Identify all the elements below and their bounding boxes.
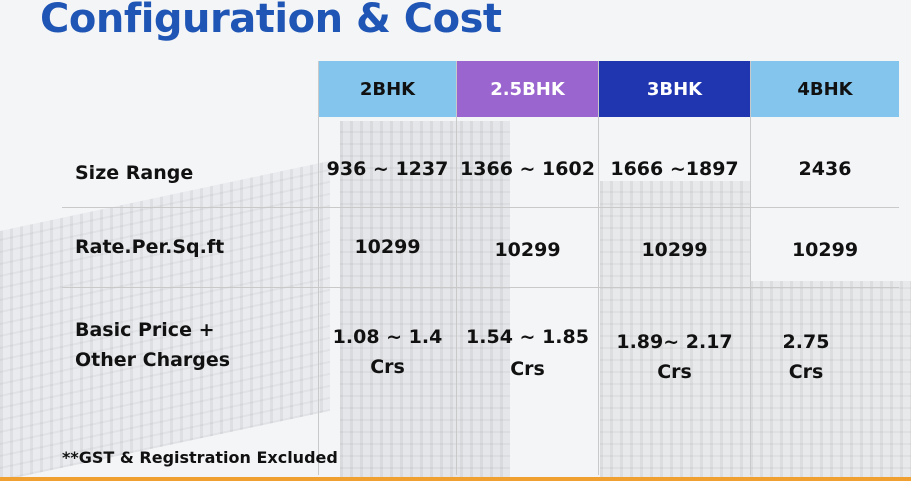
- row-label-rate-per-sqft: Rate.Per.Sq.ft: [75, 236, 225, 258]
- column-header-4bhk: 4BHK: [751, 61, 899, 117]
- table-cell: 2436: [798, 158, 852, 180]
- row-label-size-range: Size Range: [75, 162, 194, 184]
- table-cell: 1.89~ 2.17: [616, 331, 733, 353]
- column-divider: [318, 61, 319, 475]
- row-label-basic-price: Basic Price +: [75, 319, 215, 341]
- table-cell: 2.75: [782, 331, 830, 353]
- background-building: [600, 181, 750, 481]
- table-cell: 1.08 ~ 1.4: [332, 326, 443, 348]
- footnote: **GST & Registration Excluded: [62, 448, 338, 467]
- column-header-2-5bhk: 2.5BHK: [457, 61, 598, 117]
- table-cell: 10299: [354, 236, 421, 258]
- table-cell: 10299: [791, 239, 859, 261]
- page-title: Configuration & Cost: [40, 0, 502, 42]
- column-divider: [598, 61, 599, 475]
- table-cell: 1366 ~ 1602: [460, 158, 595, 180]
- table-cell: 936 ~ 1237: [326, 158, 449, 180]
- table-cell: 1666 ~1897: [610, 158, 739, 180]
- row-divider: [62, 207, 899, 208]
- table-cell: 10299: [641, 239, 708, 261]
- table-cell: Crs: [510, 358, 545, 380]
- column-divider: [456, 61, 457, 475]
- table-cell: Crs: [657, 361, 692, 383]
- table-cell: 1.54 ~ 1.85: [466, 326, 589, 348]
- row-divider: [62, 287, 899, 288]
- table-cell: Crs: [370, 356, 405, 378]
- table-cell: 10299: [494, 239, 561, 261]
- background-building: [340, 121, 510, 481]
- column-header-2bhk: 2BHK: [319, 61, 456, 117]
- row-label-other-charges: Other Charges: [75, 349, 231, 371]
- bottom-accent-bar: [0, 477, 911, 481]
- background-building: [750, 281, 911, 481]
- table-cell: Crs: [788, 361, 824, 383]
- column-header-3bhk: 3BHK: [599, 61, 750, 117]
- column-divider: [750, 61, 751, 475]
